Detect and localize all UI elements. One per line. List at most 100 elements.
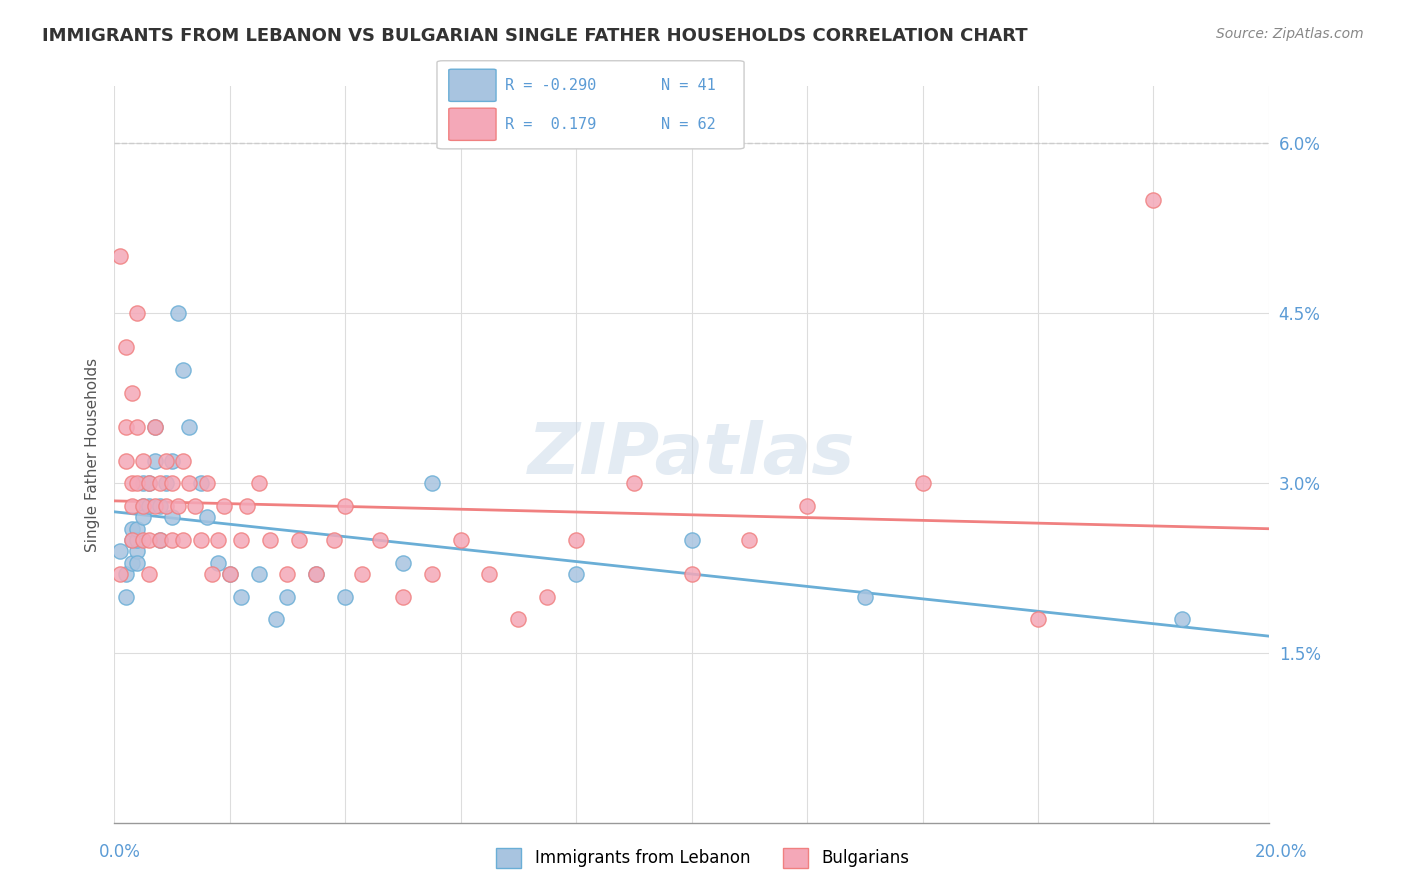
Point xyxy=(132,510,155,524)
Point xyxy=(143,419,166,434)
Point xyxy=(420,476,443,491)
Point xyxy=(1026,612,1049,626)
Point xyxy=(212,499,235,513)
Point xyxy=(1142,193,1164,207)
Text: R =  0.179: R = 0.179 xyxy=(505,117,596,132)
Point xyxy=(155,476,177,491)
Point xyxy=(127,306,149,320)
Point xyxy=(853,590,876,604)
Legend: Immigrants from Lebanon, Bulgarians: Immigrants from Lebanon, Bulgarians xyxy=(489,841,917,875)
Point xyxy=(160,453,183,467)
Point xyxy=(172,453,194,467)
Point xyxy=(108,544,131,558)
Point xyxy=(681,566,703,581)
Point xyxy=(138,476,160,491)
Point xyxy=(368,533,391,547)
Text: 20.0%: 20.0% xyxy=(1256,843,1308,861)
Point xyxy=(276,566,298,581)
Point xyxy=(138,566,160,581)
Point xyxy=(392,590,415,604)
Point xyxy=(911,476,934,491)
Point xyxy=(333,499,356,513)
Point xyxy=(149,533,172,547)
Point xyxy=(114,590,136,604)
Point xyxy=(149,476,172,491)
Point xyxy=(127,522,149,536)
Point xyxy=(305,566,328,581)
Point xyxy=(420,566,443,581)
Point xyxy=(305,566,328,581)
Point xyxy=(132,453,155,467)
Point xyxy=(738,533,761,547)
Point xyxy=(132,499,155,513)
Point xyxy=(352,566,374,581)
Point xyxy=(172,533,194,547)
Point xyxy=(565,566,588,581)
Point xyxy=(127,556,149,570)
Point xyxy=(127,419,149,434)
Text: 0.0%: 0.0% xyxy=(98,843,141,861)
Point xyxy=(132,476,155,491)
Point xyxy=(114,453,136,467)
Point xyxy=(623,476,645,491)
Point xyxy=(207,533,229,547)
Text: IMMIGRANTS FROM LEBANON VS BULGARIAN SINGLE FATHER HOUSEHOLDS CORRELATION CHART: IMMIGRANTS FROM LEBANON VS BULGARIAN SIN… xyxy=(42,27,1028,45)
Point xyxy=(155,499,177,513)
Point xyxy=(114,419,136,434)
Point xyxy=(796,499,818,513)
Point xyxy=(247,476,270,491)
Point xyxy=(179,419,201,434)
Point xyxy=(138,499,160,513)
Point xyxy=(681,533,703,547)
Point xyxy=(127,544,149,558)
Point xyxy=(121,533,143,547)
Point xyxy=(121,499,143,513)
Text: N = 62: N = 62 xyxy=(661,117,716,132)
Point xyxy=(138,533,160,547)
Point xyxy=(172,363,194,377)
Point xyxy=(143,419,166,434)
Point xyxy=(536,590,558,604)
Point xyxy=(195,476,218,491)
Point xyxy=(392,556,415,570)
Point xyxy=(450,533,472,547)
Point xyxy=(108,250,131,264)
FancyBboxPatch shape xyxy=(449,70,496,102)
Point xyxy=(155,453,177,467)
Point xyxy=(121,385,143,400)
Point xyxy=(166,306,188,320)
Point xyxy=(231,533,253,547)
Point xyxy=(121,533,143,547)
Point xyxy=(121,522,143,536)
Point xyxy=(179,476,201,491)
Point xyxy=(276,590,298,604)
Point xyxy=(132,499,155,513)
Point xyxy=(195,510,218,524)
Point xyxy=(108,566,131,581)
Point xyxy=(114,566,136,581)
Point xyxy=(231,590,253,604)
Point xyxy=(149,499,172,513)
Y-axis label: Single Father Households: Single Father Households xyxy=(86,358,100,552)
Point xyxy=(121,556,143,570)
Point xyxy=(288,533,311,547)
FancyBboxPatch shape xyxy=(449,108,496,140)
Point xyxy=(218,566,240,581)
Point xyxy=(190,533,212,547)
Point xyxy=(166,499,188,513)
Point xyxy=(322,533,344,547)
Point xyxy=(149,533,172,547)
Point xyxy=(1171,612,1194,626)
Point xyxy=(121,476,143,491)
Point xyxy=(127,476,149,491)
Point xyxy=(264,612,287,626)
Point xyxy=(218,566,240,581)
Point xyxy=(160,533,183,547)
Point xyxy=(184,499,207,513)
Point xyxy=(565,533,588,547)
Point xyxy=(508,612,530,626)
Point xyxy=(127,533,149,547)
Text: ZIPatlas: ZIPatlas xyxy=(527,420,855,490)
Point xyxy=(333,590,356,604)
Point xyxy=(160,510,183,524)
